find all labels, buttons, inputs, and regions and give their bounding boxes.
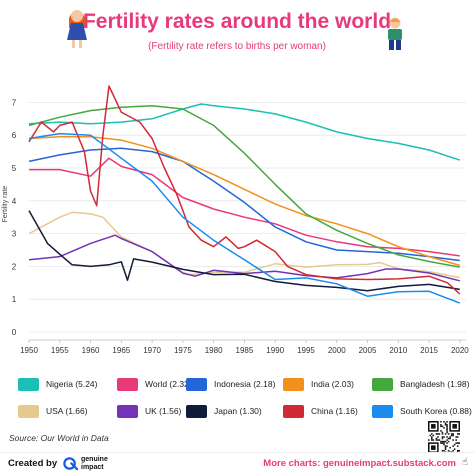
series-line-nigeria [28, 103, 461, 161]
legend-item: China (1.16) [283, 403, 358, 419]
legend-label: World (2.32) [145, 379, 192, 389]
x-tick-label: 1995 [297, 346, 315, 355]
legend-swatch [186, 404, 207, 418]
legend-item: Bangladesh (1.98) [372, 376, 469, 392]
legend-item: USA (1.66) [18, 403, 88, 419]
pointing-hand-icon: ☝ [461, 457, 468, 468]
x-tick-label: 1975 [174, 346, 192, 355]
y-tick-label: 5 [12, 164, 17, 173]
series-line-china [28, 85, 461, 295]
legend-label: China (1.16) [311, 406, 358, 416]
brand-line-2: impact [81, 463, 104, 471]
y-tick-label: 0 [12, 328, 17, 337]
legend-swatch [18, 404, 39, 418]
series-line-world [29, 157, 460, 257]
x-tick-label: 1960 [82, 346, 100, 355]
legend-label: Indonesia (2.18) [214, 379, 276, 389]
series-line-bangladesh [28, 104, 460, 268]
brand-line-1: genuine [81, 456, 108, 463]
legend-item: Nigeria (5.24) [18, 376, 98, 392]
legend-item: South Korea (0.88) [372, 403, 472, 419]
page-subtitle: (Fertility rate refers to births per wom… [148, 41, 326, 52]
x-tick-label: 2005 [359, 346, 377, 355]
legend-swatch [117, 377, 138, 391]
series-line-japan [28, 210, 460, 292]
y-axis-label: Fertility rate [2, 186, 9, 223]
x-tick-label: 2015 [420, 346, 438, 355]
legend-item: World (2.32) [117, 376, 192, 392]
legend-swatch [372, 404, 393, 418]
legend-swatch [186, 377, 207, 391]
x-tick-label: 2020 [451, 346, 469, 355]
series-line-usa [28, 211, 460, 279]
page-title: Fertility rates around the world [82, 10, 392, 33]
legend-label: Japan (1.30) [214, 406, 262, 416]
x-tick-label: 2000 [328, 346, 346, 355]
created-by-label: Created by [8, 458, 58, 469]
legend-item: Japan (1.30) [186, 403, 262, 419]
genuine-impact-logo[interactable] [63, 456, 78, 471]
source-note: Source: Our World in Data [9, 433, 109, 443]
y-tick-label: 3 [12, 230, 17, 239]
x-tick-label: 1980 [205, 346, 223, 355]
y-tick-label: 4 [12, 197, 17, 206]
legend-item: Indonesia (2.18) [186, 376, 275, 392]
x-tick-label: 1990 [266, 346, 284, 355]
legend-swatch [18, 377, 39, 391]
x-tick-label: 1965 [112, 346, 130, 355]
legend-swatch [117, 404, 138, 418]
legend-label: Bangladesh (1.98) [400, 379, 470, 389]
footer-bar: Created by genuine impact More charts: g… [0, 452, 474, 474]
legend-label: USA (1.66) [46, 406, 88, 416]
girl-figure-icon [67, 10, 87, 48]
y-tick-label: 7 [12, 98, 17, 107]
legend-label: South Korea (0.88) [400, 406, 472, 416]
y-tick-label: 6 [12, 131, 17, 140]
fertility-line-chart: 0 1 2 3 4 5 6 7 1950 1955 1960 1965 1970 1975 1980 1985… [2, 85, 469, 355]
legend-swatch [372, 377, 393, 391]
x-tick-label: 1955 [51, 346, 69, 355]
legend-label: UK (1.56) [145, 406, 182, 416]
y-tick-label: 1 [12, 295, 17, 304]
series-line-uk [28, 234, 460, 282]
legend-item: India (2.03) [283, 376, 354, 392]
boy-figure-icon [388, 17, 402, 50]
series-line-india [28, 136, 461, 267]
brand-name[interactable]: genuine impact [81, 456, 108, 471]
x-tick-label: 2010 [389, 346, 407, 355]
legend-item: UK (1.56) [117, 403, 181, 419]
y-tick-label: 2 [12, 262, 17, 271]
legend-swatch [283, 377, 304, 391]
legend-label: Nigeria (5.24) [46, 379, 98, 389]
x-tick-label: 1950 [20, 346, 38, 355]
series-line-south-korea [28, 132, 461, 304]
legend-label: India (2.03) [311, 379, 354, 389]
qr-code[interactable] [428, 421, 460, 453]
series-line-indonesia [28, 147, 460, 262]
more-charts-link[interactable]: More charts: genuineimpact.substack.com [263, 458, 456, 469]
legend-swatch [283, 404, 304, 418]
x-tick-label: 1985 [236, 346, 254, 355]
x-tick-label: 1970 [143, 346, 161, 355]
